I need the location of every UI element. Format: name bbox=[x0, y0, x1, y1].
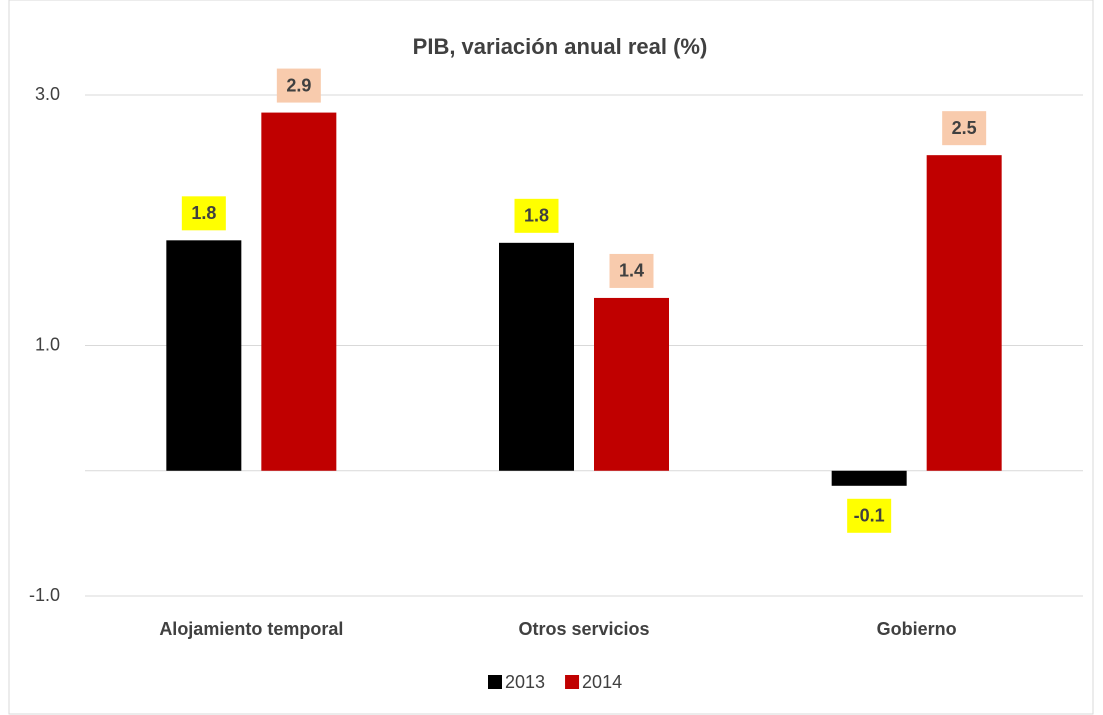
value-label: 2.5 bbox=[952, 118, 977, 138]
value-label: 2.9 bbox=[286, 75, 311, 95]
bar bbox=[926, 155, 1002, 471]
x-tick-label: Otros servicios bbox=[518, 619, 649, 639]
value-label-bg bbox=[942, 111, 987, 146]
legend-swatch bbox=[565, 675, 580, 689]
bar bbox=[594, 297, 669, 471]
x-tick-label: Alojamiento temporal bbox=[159, 619, 343, 639]
value-label-bg bbox=[847, 498, 892, 533]
bar bbox=[261, 112, 337, 471]
value-label: 1.4 bbox=[619, 261, 644, 281]
y-tick-label: -1.0 bbox=[29, 585, 60, 605]
bar bbox=[831, 470, 907, 486]
y-tick-label: 3.0 bbox=[35, 84, 60, 104]
value-label-bg bbox=[514, 198, 559, 233]
value-label-bg bbox=[276, 68, 321, 103]
value-label: 1.8 bbox=[524, 206, 549, 226]
x-tick-label: Gobierno bbox=[877, 619, 957, 639]
bar bbox=[166, 240, 242, 471]
chart-title: PIB, variación anual real (%) bbox=[413, 34, 708, 59]
value-label-bg bbox=[181, 196, 226, 231]
legend-label: 2014 bbox=[582, 672, 622, 692]
value-label: 1.8 bbox=[191, 203, 216, 223]
legend-label: 2013 bbox=[505, 672, 545, 692]
value-label: -0.1 bbox=[854, 506, 885, 526]
bar bbox=[499, 242, 574, 471]
legend-swatch bbox=[488, 675, 502, 689]
y-tick-label: 1.0 bbox=[35, 334, 60, 354]
value-label-bg bbox=[609, 253, 654, 288]
